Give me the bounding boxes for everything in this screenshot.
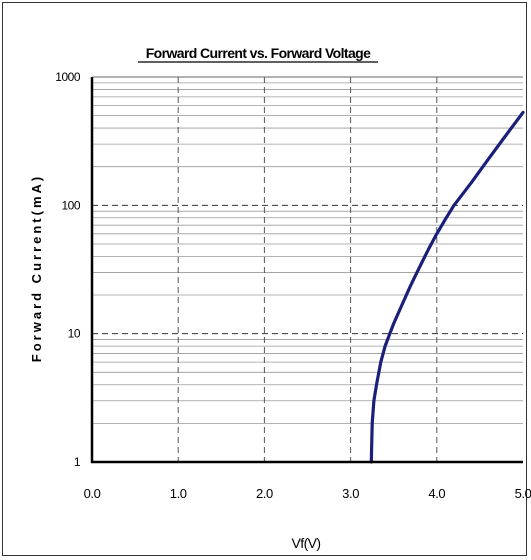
x-axis-label: Vf(V): [292, 535, 321, 551]
y-tick-label: 10: [68, 327, 81, 341]
x-tick-label: 5.0: [515, 486, 531, 501]
y-axis-label: Forward Current(mA): [29, 174, 44, 362]
grid: [92, 77, 523, 462]
y-tick-label: 100: [61, 198, 80, 212]
x-tick-label: 1.0: [170, 486, 187, 501]
y-tick-label: 1: [74, 455, 81, 469]
x-tick-label: 0.0: [84, 486, 101, 501]
x-tick-label: 3.0: [342, 486, 359, 501]
tick-labels: 1 10 100 1000 0.0 1.0 2.0 3.0 4.0 5.0: [55, 70, 531, 501]
x-tick-label: 2.0: [256, 486, 273, 501]
chart-frame: [2, 2, 527, 556]
chart-title: Forward Current vs. Forward Voltage: [146, 45, 371, 61]
x-tick-label: 4.0: [428, 486, 445, 501]
axes: [90, 76, 523, 464]
curve-layer: [369, 110, 525, 464]
y-tick-label: 1000: [55, 70, 81, 84]
series-curve: [369, 110, 525, 464]
